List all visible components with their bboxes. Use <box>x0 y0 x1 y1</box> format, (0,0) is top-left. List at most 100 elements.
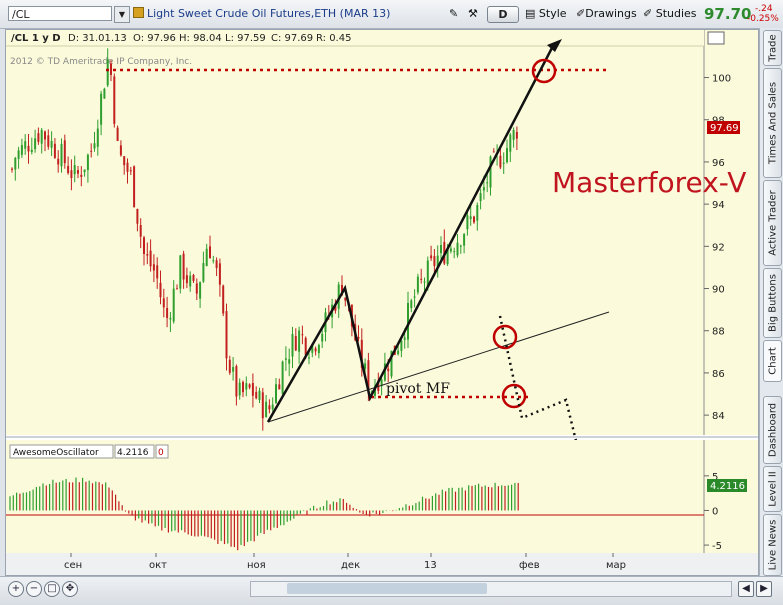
x-tick-label: сен <box>64 560 82 571</box>
style-icon: ▤ <box>525 7 536 20</box>
candle-body <box>245 383 248 390</box>
candle-body <box>57 158 60 165</box>
symbol-dropdown-icon[interactable]: ▼ <box>114 6 130 23</box>
zoom-box-icon[interactable]: □ <box>44 581 60 597</box>
candle-body <box>67 165 70 174</box>
drawings-button[interactable]: ✐Drawings <box>576 7 637 20</box>
candle-body <box>159 282 162 298</box>
instrument-description: Light Sweet Crude Oil Futures,ETH (MAR 1… <box>133 7 390 20</box>
candle-body <box>235 366 238 397</box>
wrench-icon[interactable]: ⚒ <box>468 7 478 20</box>
candle-body <box>90 150 93 152</box>
drawing-tool-icon[interactable]: ✎ <box>449 7 459 20</box>
candle-body <box>77 170 79 174</box>
candle-body <box>380 379 383 387</box>
studies-button[interactable]: ✐ Studies <box>643 7 697 20</box>
scroll-right-icon[interactable]: ▶ <box>756 581 772 597</box>
candle-body <box>446 248 449 265</box>
candle-body <box>469 216 472 220</box>
symbol-input[interactable]: /CL <box>8 6 112 21</box>
candle-body <box>166 308 169 319</box>
oscillator-panel-bg <box>6 440 704 553</box>
candle-body <box>255 391 258 399</box>
candle-body <box>169 317 172 320</box>
candle-body <box>30 149 33 153</box>
candle-body <box>83 169 86 173</box>
y-tick-label: 94 <box>712 200 725 211</box>
zoom-out-icon[interactable]: − <box>26 581 42 597</box>
tab-trade[interactable]: Trade <box>763 30 782 66</box>
link-icon[interactable] <box>707 31 725 45</box>
candle-body <box>116 127 119 142</box>
candle-body <box>20 145 23 155</box>
candle-body <box>133 166 136 207</box>
candle-body <box>298 330 301 352</box>
candle-body <box>281 361 284 394</box>
candle-body <box>410 300 413 309</box>
candle-body <box>387 368 390 372</box>
candle-body <box>364 363 367 369</box>
tab-big-buttons[interactable]: Big Buttons <box>763 268 782 338</box>
candle-body <box>377 380 380 391</box>
time-scrollbar[interactable] <box>250 581 732 597</box>
y-tick-label: 90 <box>712 285 725 296</box>
candle-body <box>278 384 281 390</box>
oscillator-axis: 5 0 -5 <box>704 472 722 552</box>
candle-body <box>357 337 360 339</box>
x-axis: сен окт ноя дек 13 фев мар <box>64 553 626 571</box>
candle-body <box>189 275 192 287</box>
last-price-marker <box>707 121 740 134</box>
candle-body <box>195 283 198 294</box>
chart-area[interactable]: /CL 1 y D D: 31.01.13 O: 97.96 H: 98.04 … <box>5 29 759 576</box>
candle-body <box>311 344 314 353</box>
style-button[interactable]: ▤ Style <box>525 7 567 20</box>
candle-body <box>294 336 297 351</box>
period-button[interactable]: D <box>487 6 519 23</box>
tab-times-and-sales[interactable]: Times And Sales <box>763 68 782 178</box>
candle-body <box>413 296 416 298</box>
x-tick-label: 13 <box>424 560 437 571</box>
candle-body <box>489 156 492 188</box>
candle-body <box>271 404 274 410</box>
oscillator-param: 0 <box>158 448 164 458</box>
tab-chart[interactable]: Chart <box>763 340 782 382</box>
candle-body <box>199 282 202 299</box>
scrollbar-thumb[interactable] <box>287 583 487 594</box>
scroll-left-icon[interactable]: ◀ <box>738 581 754 597</box>
candle-body <box>86 154 89 171</box>
candle-body <box>218 263 221 285</box>
y-tick-label: 96 <box>712 158 725 169</box>
candle-body <box>139 225 142 237</box>
candle-body <box>317 344 320 354</box>
candle-body <box>367 360 370 394</box>
candle-body <box>407 302 409 340</box>
pan-icon[interactable]: ✥ <box>62 581 78 597</box>
candle-body <box>466 215 469 230</box>
x-tick-label: дек <box>341 560 360 571</box>
candle-body <box>400 340 403 351</box>
studies-icon: ✐ <box>643 7 653 20</box>
candle-body <box>463 234 466 246</box>
candle-body <box>479 193 482 202</box>
candle-body <box>344 297 347 301</box>
candle-body <box>40 129 43 144</box>
tab-dashboard[interactable]: Dashboard <box>763 396 782 464</box>
candle-body <box>251 383 254 396</box>
x-tick-label: ноя <box>247 560 266 571</box>
candle-body <box>110 63 112 75</box>
candle-body <box>17 150 20 159</box>
candle-body <box>436 255 439 269</box>
candle-body <box>149 250 152 267</box>
header-range: R: 0.45 <box>316 33 351 44</box>
tab-live-news[interactable]: Live News <box>763 514 782 576</box>
candle-body <box>126 162 129 172</box>
candle-body <box>473 216 475 223</box>
header-open: O: 97.96 <box>133 33 176 44</box>
top-toolbar: /CL ▼ Light Sweet Crude Oil Futures,ETH … <box>0 0 783 29</box>
candle-body <box>288 359 291 364</box>
candle-body <box>44 131 46 140</box>
chart-canvas[interactable]: /CL 1 y D D: 31.01.13 O: 97.96 H: 98.04 … <box>6 30 758 575</box>
tab-active-trader[interactable]: Active Trader <box>763 180 782 266</box>
zoom-in-icon[interactable]: + <box>8 581 24 597</box>
tab-level-ii[interactable]: Level II <box>763 466 782 512</box>
